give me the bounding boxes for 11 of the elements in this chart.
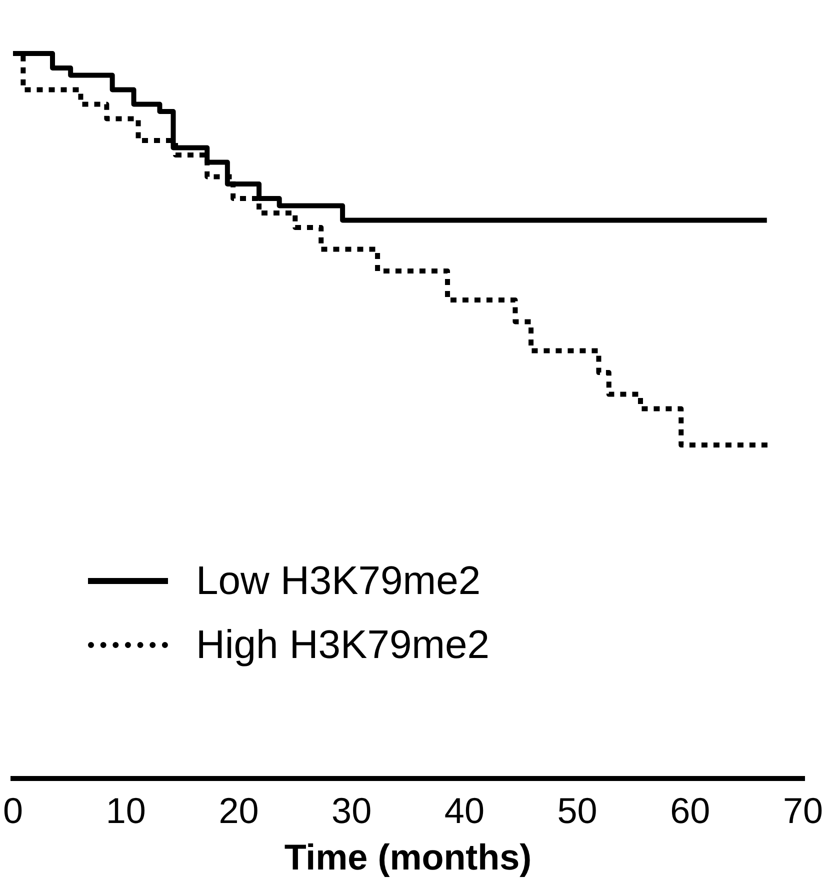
x-tick-label: 70 bbox=[782, 790, 824, 832]
legend-label: High H3K79me2 bbox=[196, 622, 490, 669]
legend-label: Low H3K79me2 bbox=[196, 558, 481, 605]
x-tick-label: 0 bbox=[2, 790, 24, 832]
x-tick-label: 30 bbox=[332, 790, 372, 832]
x-tick-label: 20 bbox=[218, 790, 259, 832]
x-tick-label: 50 bbox=[557, 790, 598, 832]
x-tick-label: 60 bbox=[670, 790, 710, 832]
x-tick-label: 10 bbox=[106, 790, 146, 832]
x-tick-label: 40 bbox=[444, 790, 484, 832]
x-axis-title: Time (months) bbox=[284, 836, 532, 878]
